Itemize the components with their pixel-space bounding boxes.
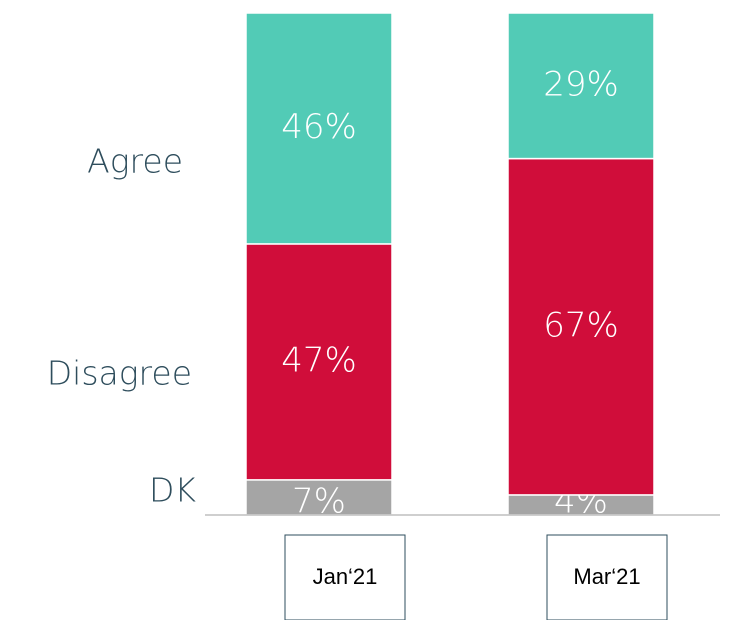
bar-segment [245,12,393,245]
value-label: 29% [543,64,619,104]
category-box [284,534,406,620]
bar-segment [507,157,655,496]
value-label: 67% [543,305,619,345]
category-box [546,534,668,620]
series-label: Agree [87,142,183,181]
value-label: 47% [281,340,357,380]
value-label: 46% [281,107,357,147]
x-tick-label: Mar‘21 [573,564,640,589]
series-label: DK [149,471,196,510]
series-label: Disagree [47,354,192,393]
bar-segment [507,12,655,160]
bar-segment [245,479,393,516]
x-tick-label: Jan‘21 [313,564,378,589]
